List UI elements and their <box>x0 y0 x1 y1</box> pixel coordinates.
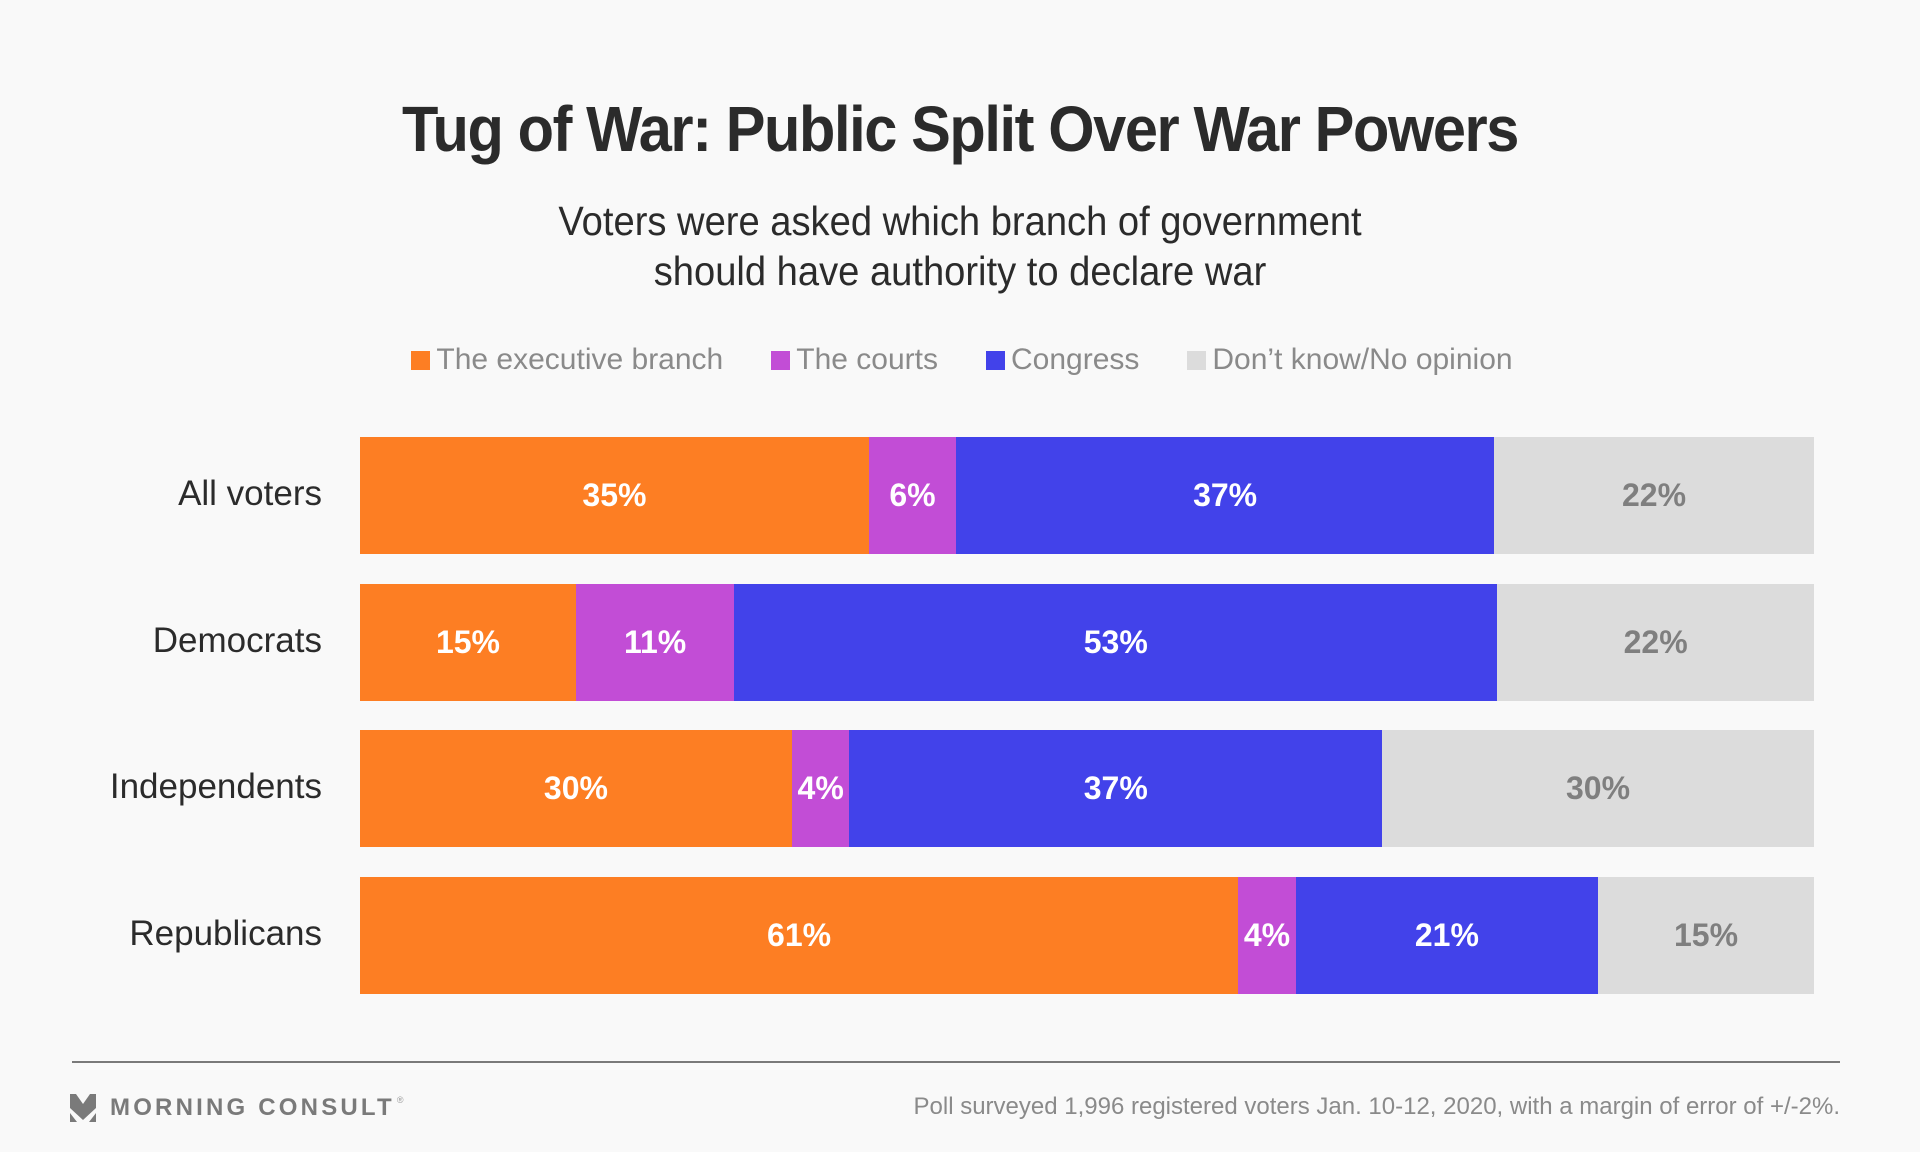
category-label-democrats: Democrats <box>152 620 322 660</box>
bar-row-democrats: 15% 11% 53% 22% <box>360 584 1814 701</box>
data-label-democrats-don-t-know-no-opinion: 22% <box>1623 624 1688 660</box>
chart-subtitle: Voters were asked which branch of govern… <box>67 196 1853 296</box>
legend-label-courts: The courts <box>796 343 938 376</box>
bar-row-independents: 30% 4% 37% 30% <box>360 730 1814 847</box>
bar-segment-republicans-congress: 21% <box>1295 877 1599 994</box>
legend-swatch-executive <box>411 350 431 370</box>
subtitle-line-1: Voters were asked which branch of govern… <box>558 198 1362 244</box>
registered-trademark-icon: ® <box>396 1095 404 1105</box>
legend-item-dont-know: Don’t know/No opinion <box>1187 343 1513 377</box>
bar-segment-all-voters-the-executive-branch: 35% <box>360 437 869 554</box>
data-label-all-voters-the-courts: 6% <box>889 477 936 513</box>
chart-title: Tug of War: Public Split Over War Powers <box>402 93 1519 165</box>
legend-label-executive: The executive branch <box>436 343 724 376</box>
bar-segment-independents-the-courts: 4% <box>791 730 850 847</box>
data-label-independents-don-t-know-no-opinion: 30% <box>1566 770 1631 806</box>
bar-segment-democrats-the-executive-branch: 15% <box>360 584 576 701</box>
data-label-republicans-the-courts: 4% <box>1243 917 1291 953</box>
legend-swatch-congress <box>985 350 1005 370</box>
legend-label-congress: Congress <box>1010 343 1140 376</box>
footer-divider <box>72 1061 1840 1063</box>
category-label-all-voters: All voters <box>178 473 322 513</box>
data-label-democrats-the-executive-branch: 15% <box>435 624 500 660</box>
source-note: Poll surveyed 1,996 registered voters Ja… <box>913 1093 1840 1120</box>
bar-row-all-voters: 35% 6% 37% 22% <box>360 437 1814 554</box>
bar-segment-independents-don-t-know-no-opinion: 30% <box>1382 730 1814 847</box>
data-label-republicans-the-executive-branch: 61% <box>767 917 832 953</box>
bar-segment-democrats-the-courts: 11% <box>575 584 735 701</box>
bar-segment-republicans-don-t-know-no-opinion: 15% <box>1598 877 1814 994</box>
legend-item-courts: The courts <box>771 343 938 377</box>
bar-segment-all-voters-congress: 37% <box>956 437 1495 554</box>
bar-row-republicans: 61% 4% 21% 15% <box>360 877 1814 994</box>
subtitle-line-2: should have authority to declare war <box>653 248 1267 294</box>
chart-legend: The executive branch The courts Congress… <box>0 343 1920 377</box>
legend-swatch-courts <box>771 350 791 370</box>
bar-segment-republicans-the-courts: 4% <box>1238 877 1296 994</box>
data-label-democrats-congress: 53% <box>1083 624 1148 660</box>
bar-segment-democrats-congress: 53% <box>734 584 1498 701</box>
data-label-independents-the-courts: 4% <box>797 770 844 806</box>
bar-segment-independents-the-executive-branch: 30% <box>360 730 792 847</box>
morning-consult-logo: MORNING CONSULT ® <box>70 1094 404 1122</box>
bar-segment-independents-congress: 37% <box>849 730 1383 847</box>
bar-segment-all-voters-don-t-know-no-opinion: 22% <box>1494 437 1814 554</box>
bar-segment-democrats-don-t-know-no-opinion: 22% <box>1497 584 1814 701</box>
data-label-all-voters-don-t-know-no-opinion: 22% <box>1622 477 1687 513</box>
legend-item-congress: Congress <box>985 343 1140 377</box>
bar-segment-all-voters-the-courts: 6% <box>868 437 957 554</box>
data-label-independents-congress: 37% <box>1083 770 1148 806</box>
bar-segment-republicans-the-executive-branch: 61% <box>360 877 1239 994</box>
legend-label-dont-know: Don’t know/No opinion <box>1212 343 1513 376</box>
data-label-independents-the-executive-branch: 30% <box>543 770 608 806</box>
category-label-republicans: Republicans <box>129 913 322 953</box>
data-label-democrats-the-courts: 11% <box>623 624 687 660</box>
category-label-independents: Independents <box>109 766 322 806</box>
data-label-all-voters-congress: 37% <box>1193 477 1258 513</box>
legend-swatch-dont-know <box>1187 350 1207 370</box>
data-label-all-voters-the-executive-branch: 35% <box>582 477 647 513</box>
brand-name: MORNING CONSULT <box>110 1094 395 1121</box>
morning-consult-logo-icon <box>70 1094 96 1122</box>
legend-item-executive: The executive branch <box>411 343 723 377</box>
data-label-republicans-congress: 21% <box>1414 917 1479 953</box>
data-label-republicans-don-t-know-no-opinion: 15% <box>1673 917 1739 953</box>
